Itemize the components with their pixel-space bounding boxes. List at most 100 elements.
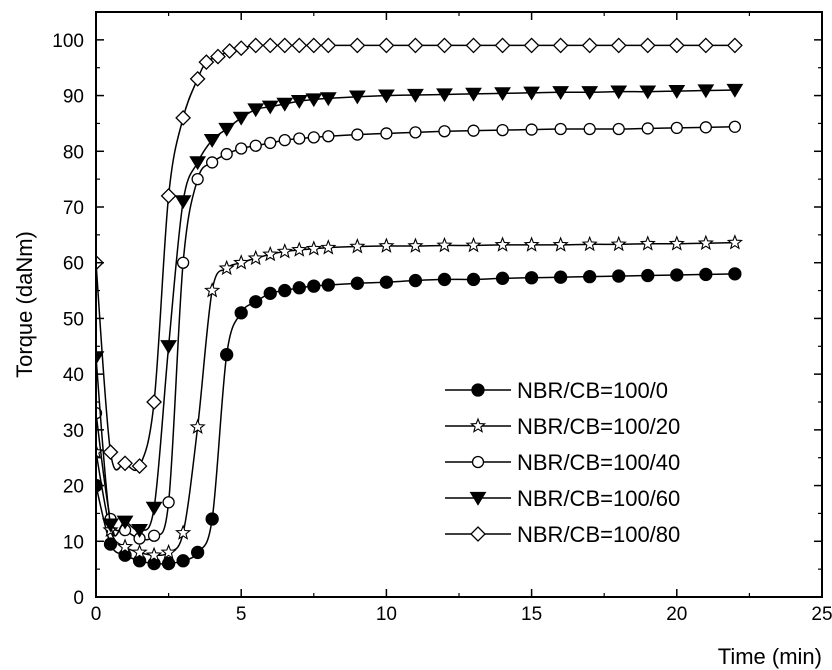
- data-point: [276, 97, 294, 112]
- legend-marker: [471, 383, 485, 397]
- data-point: [189, 70, 206, 87]
- data-point: [668, 84, 686, 99]
- data-point: [162, 496, 175, 509]
- legend-marker: [471, 455, 485, 469]
- data-point: [699, 121, 712, 134]
- data-point: [232, 111, 250, 126]
- x-tick-label: 15: [521, 604, 542, 625]
- data-point: [554, 122, 567, 136]
- data-point: [117, 455, 133, 472]
- data-point: [581, 37, 598, 54]
- data-point: [523, 37, 540, 54]
- data-point: [174, 195, 192, 210]
- data-point: [581, 235, 598, 252]
- legend-label: NBR/CB=100/60: [517, 486, 680, 511]
- data-point: [175, 524, 192, 540]
- y-tick-label: 10: [63, 532, 84, 553]
- data-point: [276, 243, 293, 259]
- y-tick-label: 100: [52, 31, 84, 52]
- data-point: [610, 235, 627, 252]
- data-point: [320, 37, 337, 54]
- data-point: [131, 524, 148, 538]
- data-point: [278, 133, 291, 147]
- data-point: [641, 268, 655, 283]
- series-4: [96, 37, 743, 474]
- data-point: [496, 123, 509, 137]
- data-point: [247, 37, 264, 54]
- data-point: [612, 269, 626, 283]
- data-point: [145, 546, 163, 563]
- data-point: [198, 54, 215, 71]
- y-tick-label: 20: [63, 477, 84, 498]
- data-point: [131, 458, 148, 474]
- data-point: [220, 347, 234, 362]
- data-point: [348, 90, 366, 105]
- data-point: [728, 120, 742, 133]
- data-point: [191, 172, 204, 186]
- data-point: [234, 306, 248, 320]
- data-point: [233, 254, 250, 270]
- data-point: [378, 237, 395, 253]
- plot-area: [96, 37, 744, 571]
- data-point: [131, 543, 148, 560]
- data-point: [610, 37, 627, 54]
- x-tick-label: 20: [666, 604, 687, 625]
- data-point: [203, 134, 221, 148]
- legend-label: NBR/CB=100/20: [517, 414, 680, 439]
- data-point: [147, 529, 161, 542]
- data-point: [726, 37, 743, 54]
- data-point: [262, 245, 279, 262]
- data-point: [407, 88, 424, 103]
- data-point: [204, 282, 221, 298]
- data-point: [378, 89, 395, 104]
- data-point: [407, 37, 424, 54]
- y-tick-label: 40: [63, 365, 84, 386]
- y-tick-label: 90: [63, 87, 84, 108]
- x-tick-label: 5: [236, 604, 247, 625]
- data-point: [639, 235, 656, 251]
- data-point: [218, 259, 235, 276]
- data-point: [552, 86, 570, 100]
- data-point: [176, 554, 190, 568]
- data-point: [524, 271, 539, 285]
- data-point: [175, 109, 192, 126]
- data-point: [583, 269, 597, 284]
- data-point: [264, 136, 277, 150]
- data-point: [322, 130, 335, 143]
- data-point: [697, 234, 714, 251]
- legend-label: NBR/CB=100/0: [517, 378, 668, 403]
- data-point: [146, 394, 162, 410]
- data-point: [189, 418, 206, 434]
- data-point: [320, 239, 337, 255]
- data-point: [307, 131, 320, 144]
- data-point: [160, 340, 177, 355]
- data-point: [670, 268, 684, 282]
- data-point: [437, 272, 452, 287]
- data-point: [351, 128, 364, 141]
- data-point: [407, 237, 424, 253]
- legend-entry: NBR/CB=100/80: [445, 522, 680, 547]
- data-point: [276, 37, 293, 54]
- data-point: [349, 238, 366, 254]
- data-point: [161, 556, 176, 571]
- data-point: [293, 132, 306, 145]
- x-tick-label: 0: [91, 604, 102, 625]
- data-point: [190, 545, 205, 560]
- data-point: [307, 279, 321, 293]
- data-point: [380, 127, 393, 140]
- data-point: [610, 85, 628, 100]
- data-point: [552, 37, 569, 54]
- data-point: [467, 124, 480, 137]
- data-point: [263, 286, 277, 301]
- data-point: [290, 95, 308, 109]
- y-tick-label: 70: [63, 198, 84, 219]
- data-point: [160, 543, 177, 560]
- data-point: [261, 100, 279, 115]
- data-point: [350, 276, 365, 290]
- data-point: [305, 37, 322, 54]
- legend-marker: [470, 526, 486, 542]
- data-point: [494, 87, 511, 102]
- data-point: [206, 156, 219, 169]
- data-point: [525, 123, 538, 136]
